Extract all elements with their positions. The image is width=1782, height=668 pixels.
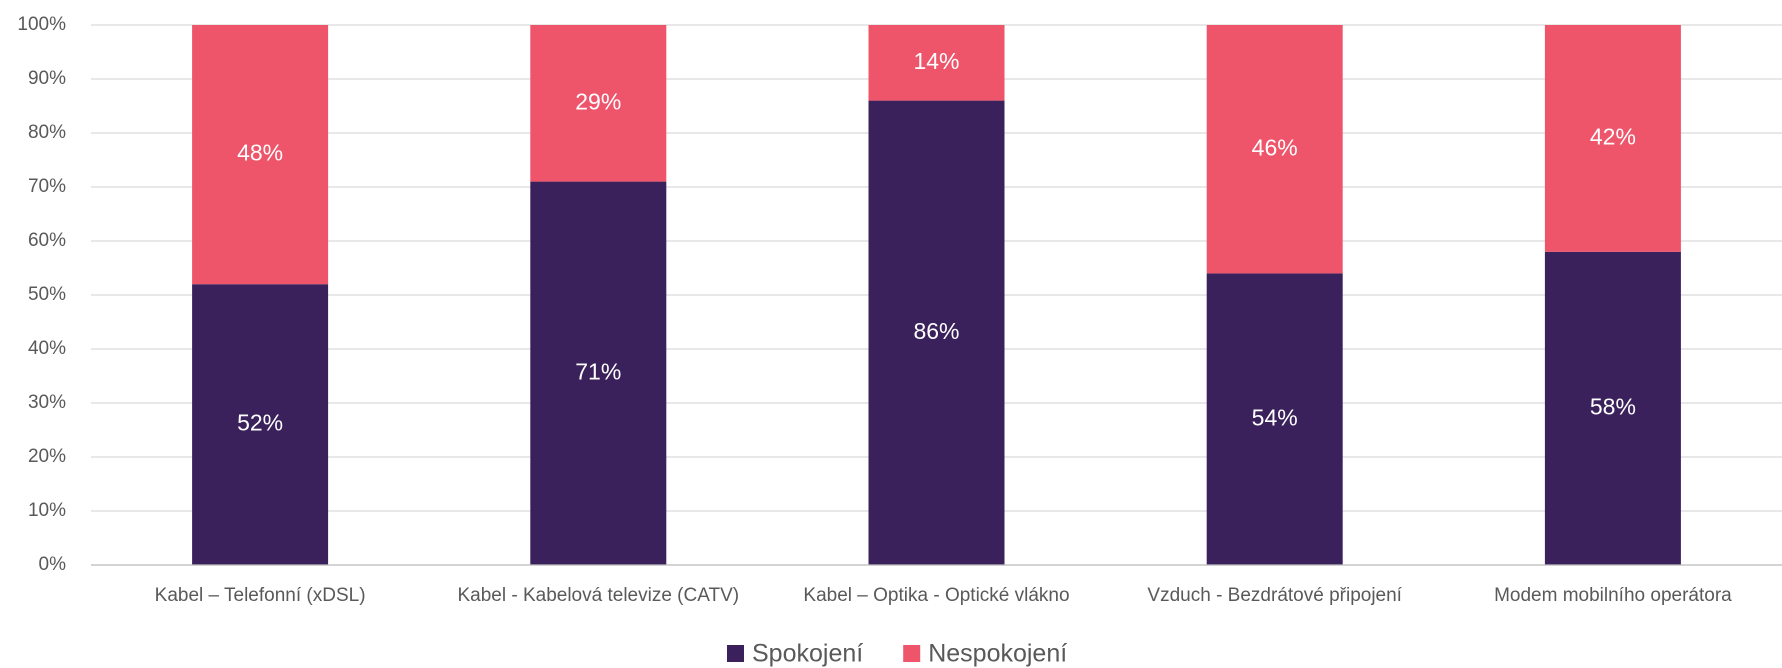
y-tick-label: 80% xyxy=(28,122,66,143)
x-tick-label: Kabel - Kabelová televize (CATV) xyxy=(457,585,739,606)
y-tick-label: 20% xyxy=(28,446,66,467)
y-tick-label: 70% xyxy=(28,176,66,197)
bar-segment xyxy=(868,100,1005,565)
data-label: 46% xyxy=(1252,134,1298,160)
data-label: 86% xyxy=(913,318,959,344)
bar-segment xyxy=(530,25,667,182)
data-label: 58% xyxy=(1590,393,1636,419)
y-tick-label: 40% xyxy=(28,338,66,359)
data-label: 54% xyxy=(1252,404,1298,430)
bar-segment xyxy=(1544,25,1681,252)
x-tick-label: Modem mobilního operátora xyxy=(1494,585,1732,606)
y-tick-label: 100% xyxy=(17,14,66,35)
x-tick-label: Kabel – Telefonní (xDSL) xyxy=(155,585,366,606)
data-label: 42% xyxy=(1590,123,1636,149)
legend-label: Spokojení xyxy=(752,640,863,668)
data-label: 48% xyxy=(237,140,283,166)
bar-segment xyxy=(868,25,1005,101)
y-tick-label: 60% xyxy=(28,230,66,251)
data-label: 71% xyxy=(575,358,621,384)
data-label: 52% xyxy=(237,410,283,436)
legend-swatch xyxy=(727,645,744,662)
bar-segment xyxy=(530,181,667,565)
bar-segment xyxy=(192,284,329,565)
bar-segment xyxy=(1206,273,1343,565)
legend-label: Nespokojení xyxy=(928,640,1067,668)
bar-segment xyxy=(192,25,329,285)
bar-segment xyxy=(1206,25,1343,274)
y-tick-label: 90% xyxy=(28,68,66,89)
data-label: 14% xyxy=(913,48,959,74)
y-tick-label: 0% xyxy=(39,554,67,575)
y-tick-label: 30% xyxy=(28,392,66,413)
x-tick-label: Vzduch - Bezdrátové připojení xyxy=(1147,585,1402,606)
y-tick-label: 10% xyxy=(28,500,66,521)
x-tick-label: Kabel – Optika - Optické vlákno xyxy=(803,585,1069,606)
legend-swatch xyxy=(903,645,921,662)
y-tick-label: 50% xyxy=(28,284,66,305)
data-label: 29% xyxy=(575,88,621,114)
bar-segment xyxy=(1544,251,1681,566)
